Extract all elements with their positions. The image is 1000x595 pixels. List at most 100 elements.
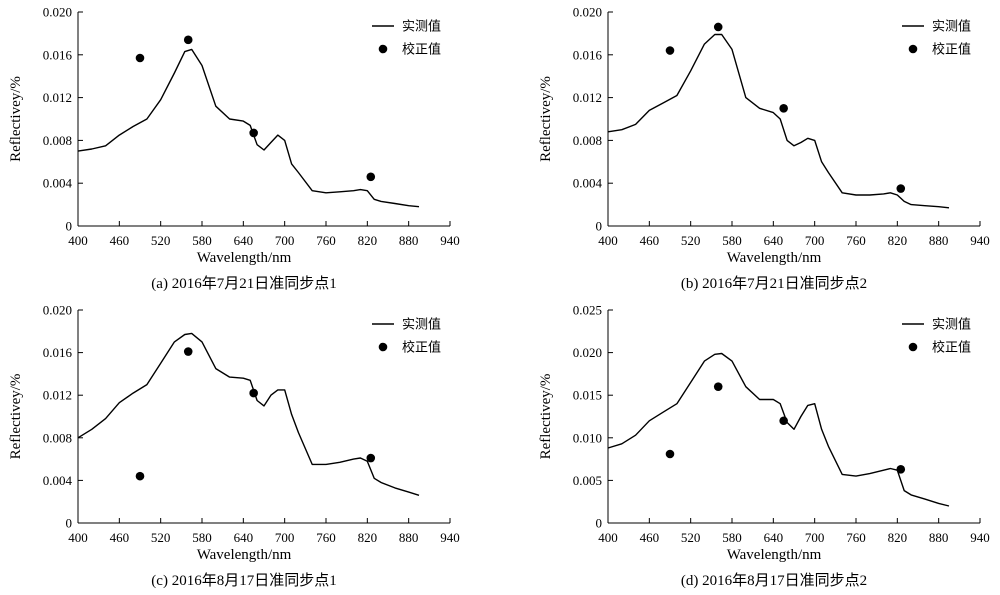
x-axis-label: Wavelength/nm <box>197 547 292 563</box>
y-tick-label: 0.008 <box>43 133 72 148</box>
x-tick-label: 820 <box>358 530 378 545</box>
legend-label-measured: 实测值 <box>402 317 441 332</box>
data-point-corrected <box>665 46 675 55</box>
x-tick-label: 640 <box>764 233 784 248</box>
x-tick-label: 520 <box>151 233 171 248</box>
x-axis-label: Wavelength/nm <box>727 547 822 563</box>
x-tick-label: 820 <box>888 233 908 248</box>
x-tick-label: 700 <box>805 233 825 248</box>
x-tick-label: 580 <box>192 233 212 248</box>
x-tick-label: 760 <box>846 233 866 248</box>
x-axis-label: Wavelength/nm <box>727 250 822 266</box>
legend-label-measured: 实测值 <box>932 19 971 34</box>
x-tick-label: 880 <box>929 530 949 545</box>
y-tick-label: 0.025 <box>573 303 602 318</box>
y-tick-label: 0 <box>66 516 73 531</box>
x-tick-label: 940 <box>440 530 460 545</box>
y-tick-label: 0.016 <box>43 47 73 62</box>
y-tick-label: 0.004 <box>573 176 603 191</box>
chart-panel-3: 400 460 520 580 640 700 760 820 880 940 0 0.004 0.00… <box>8 303 460 590</box>
data-point-corrected <box>713 22 723 32</box>
y-tick-label: 0.004 <box>43 176 73 191</box>
y-tick-label: 0.020 <box>43 303 72 318</box>
legend-label-corrected: 校正值 <box>402 42 441 57</box>
y-tick-label: 0.020 <box>43 5 72 20</box>
data-point-corrected <box>665 449 675 459</box>
x-tick-label: 580 <box>722 233 742 248</box>
y-axis-label: Reflectivey/% <box>538 76 554 162</box>
y-tick-label: 0.012 <box>573 90 602 105</box>
y-axis-label: Reflectivey/% <box>8 374 24 460</box>
series-line-measured <box>77 48 420 208</box>
y-tick-label: 0.005 <box>573 473 602 488</box>
data-point-corrected <box>713 382 723 391</box>
y-tick-label: 0.008 <box>43 430 72 445</box>
y-tick-label: 0.016 <box>43 345 73 360</box>
x-tick-label: 520 <box>681 233 701 248</box>
data-point-corrected <box>249 388 258 398</box>
panel-caption: (c) 2016年8月17日准同步点1 <box>151 572 336 589</box>
x-tick-label: 640 <box>234 233 254 248</box>
panel-caption: (a) 2016年7月21日准同步点1 <box>151 275 336 292</box>
y-axis-label: Reflectivey/% <box>8 76 24 162</box>
data-point-corrected <box>183 347 193 356</box>
x-tick-label: 820 <box>888 530 908 545</box>
x-tick-label: 400 <box>598 233 618 248</box>
x-tick-label: 400 <box>68 530 88 545</box>
chart-panel-2: 400 460 520 580 640 700 760 820 880 940 0 0.004 0.00… <box>538 5 990 293</box>
x-tick-label: 580 <box>722 530 742 545</box>
x-tick-label: 460 <box>110 530 130 545</box>
x-tick-label: 940 <box>440 233 460 248</box>
y-tick-label: 0.010 <box>573 430 602 445</box>
x-tick-label: 880 <box>399 530 419 545</box>
x-tick-label: 520 <box>151 530 171 545</box>
y-tick-label: 0.016 <box>573 47 603 62</box>
data-point-corrected <box>135 53 145 63</box>
panel-caption: (d) 2016年8月17日准同步点2 <box>681 572 867 589</box>
x-tick-label: 640 <box>234 530 254 545</box>
legend-dot-swatch <box>378 44 388 54</box>
x-tick-label: 760 <box>316 530 336 545</box>
x-tick-label: 940 <box>970 233 990 248</box>
series-line-measured <box>607 352 950 507</box>
x-tick-label: 760 <box>846 530 866 545</box>
x-tick-label: 400 <box>68 233 88 248</box>
legend-label-measured: 实测值 <box>402 19 441 34</box>
data-point-corrected <box>135 471 145 481</box>
y-tick-label: 0 <box>596 516 603 531</box>
legend-dot-swatch <box>378 342 388 352</box>
y-tick-label: 0 <box>66 219 73 234</box>
data-point-corrected <box>366 172 376 182</box>
legend-dot-swatch <box>908 44 918 54</box>
data-point-corrected <box>183 35 193 45</box>
data-point-corrected <box>896 465 906 474</box>
x-axis-label: Wavelength/nm <box>197 250 292 266</box>
x-tick-label: 520 <box>681 530 701 545</box>
y-tick-label: 0.015 <box>573 388 602 403</box>
y-tick-label: 0.012 <box>43 388 72 403</box>
panel-caption: (b) 2016年7月21日准同步点2 <box>681 275 867 292</box>
x-tick-label: 580 <box>192 530 212 545</box>
x-tick-label: 460 <box>110 233 130 248</box>
legend-dot-swatch <box>908 342 918 352</box>
x-tick-label: 640 <box>764 530 784 545</box>
x-tick-label: 760 <box>316 233 336 248</box>
x-tick-label: 460 <box>640 530 660 545</box>
x-tick-label: 700 <box>805 530 825 545</box>
data-point-corrected <box>896 184 906 193</box>
y-tick-label: 0.020 <box>573 5 602 20</box>
series-line-measured <box>607 33 950 209</box>
x-tick-label: 400 <box>598 530 618 545</box>
y-tick-label: 0.004 <box>43 473 73 488</box>
legend-label-corrected: 校正值 <box>932 42 971 57</box>
x-tick-label: 880 <box>399 233 419 248</box>
x-tick-label: 880 <box>929 233 949 248</box>
chart-panel-1: 400 460 520 580 640 700 760 820 880 940 0 0.004 0.00… <box>8 5 460 293</box>
data-point-corrected <box>366 453 376 463</box>
y-tick-label: 0.020 <box>573 345 602 360</box>
y-tick-label: 0.008 <box>573 133 602 148</box>
y-tick-label: 0 <box>596 219 603 234</box>
y-axis-label: Reflectivey/% <box>538 374 554 460</box>
data-point-corrected <box>779 416 788 426</box>
x-tick-label: 460 <box>640 233 660 248</box>
